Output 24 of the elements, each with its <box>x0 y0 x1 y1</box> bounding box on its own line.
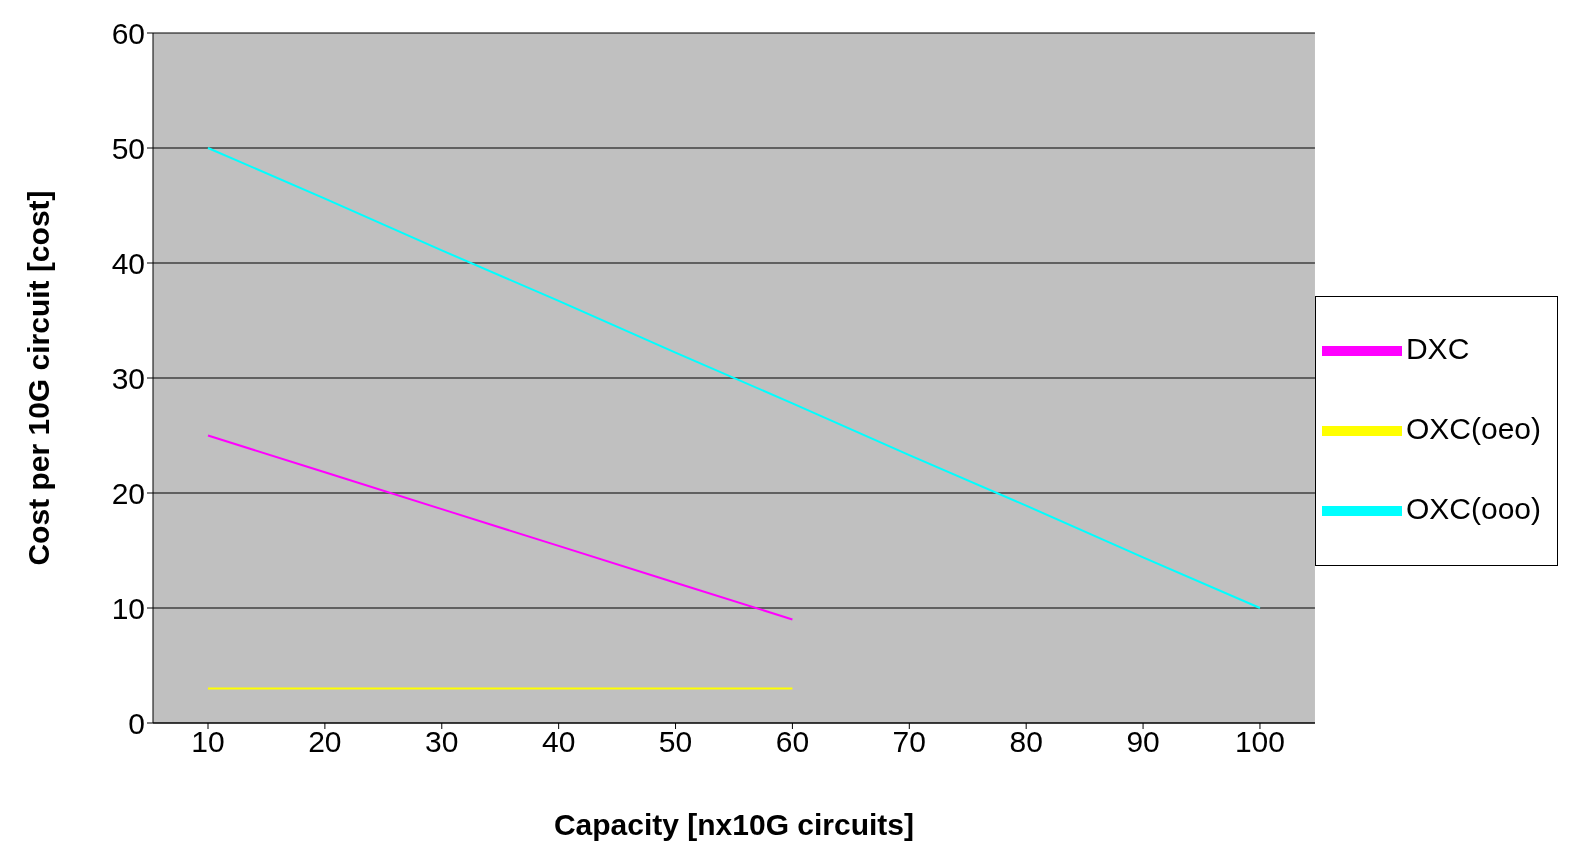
x-tick-label: 50 <box>658 725 693 759</box>
y-tick-label: 40 <box>111 246 145 280</box>
y-axis-title: Cost per 10G circuit [cost] <box>21 190 55 566</box>
y-tick-label: 0 <box>128 706 145 740</box>
legend-label: DXC <box>1405 331 1470 365</box>
x-tick-label: 20 <box>308 725 342 759</box>
legend-label: OXC(ooo) <box>1405 491 1541 525</box>
x-tick-label: 60 <box>775 725 810 759</box>
x-tick-label: 30 <box>425 725 459 759</box>
y-tick-label: 20 <box>111 476 145 510</box>
x-axis-title: Capacity [nx10G circuits] <box>553 808 915 841</box>
x-tick-label: 10 <box>191 725 225 759</box>
line-series <box>207 434 794 621</box>
x-tick-label: 90 <box>1126 725 1160 759</box>
x-tick-label: 40 <box>541 725 576 759</box>
x-tick-label: 70 <box>892 725 926 759</box>
x-tick-label: 100 <box>1234 725 1285 759</box>
y-tick-label: 10 <box>111 591 145 625</box>
y-tick-label: 60 <box>111 16 145 50</box>
legend-label: OXC(oeo) <box>1405 411 1541 445</box>
x-tick-label: 80 <box>1009 725 1043 759</box>
y-tick-label: 30 <box>111 361 145 395</box>
y-tick-label: 50 <box>111 131 145 165</box>
line-series <box>207 147 1261 609</box>
